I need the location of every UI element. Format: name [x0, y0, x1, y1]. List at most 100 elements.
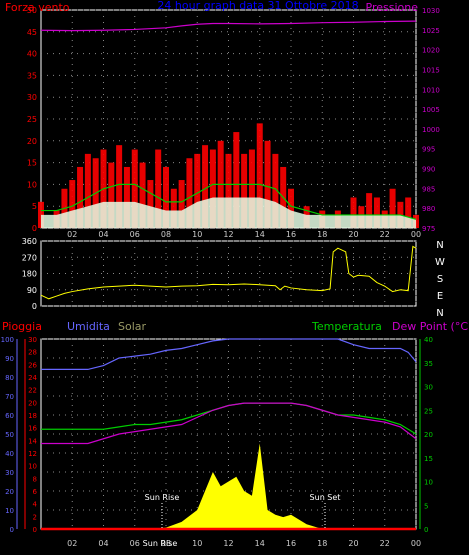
rain-tick-label: 26: [28, 361, 37, 369]
panel-wind-series: [38, 20, 419, 228]
x-tick-label: 12: [223, 539, 233, 548]
y-tick-label-left: 50: [27, 6, 37, 15]
y-tick-label-right: 985: [422, 185, 435, 193]
humidity-tick-label: 80: [5, 374, 14, 382]
y-tick-label-right: 1000: [422, 126, 440, 134]
rain-tick-label: 14: [28, 437, 37, 445]
x-tick-label: 20: [348, 230, 358, 239]
x-tick-label: 18: [317, 230, 327, 239]
y-tick-label-right: 995: [422, 146, 435, 154]
gust-bar: [248, 149, 255, 228]
panel-wind-right-ticks: 975 980 985 990 995 1000 1005 1010 1015 1020 1025 1…: [422, 7, 440, 233]
panel-wind-grid: [41, 9, 417, 229]
temperature-tick-label: 25: [424, 407, 433, 415]
y-tick-label-left: 45: [27, 28, 37, 37]
gust-bar: [131, 149, 138, 228]
humidity-tick-label: 0: [10, 526, 14, 534]
y-tick-label-left: 5: [32, 202, 37, 211]
gust-bar: [69, 180, 76, 228]
chart-title: 24 hour graph data 31 Ottobre 2018: [157, 0, 358, 12]
gust-bar: [389, 188, 396, 228]
humidity-tick-label: 100: [1, 336, 14, 344]
y-tick-label-left: 30: [27, 93, 37, 102]
sunrise-annotation: Sun Rise: [145, 493, 180, 502]
pressure-label: Pressione: [366, 1, 419, 14]
solar-area: [150, 443, 323, 529]
temperature-tick-label: 30: [424, 384, 433, 392]
y-tick-label-left: 25: [27, 115, 37, 124]
y-tick-label-right: 1030: [422, 7, 440, 15]
x-tick-label: 10: [192, 230, 202, 239]
gust-bar: [241, 153, 248, 228]
rain-label: Pioggia: [2, 320, 42, 333]
x-tick-label: 12: [223, 230, 233, 239]
temperature-tick-label: 15: [424, 455, 433, 463]
rain-tick-label: 16: [28, 425, 37, 433]
temperature-tick-label: 0: [424, 526, 428, 534]
y-tick-label-left: 10: [27, 180, 37, 189]
gust-bar: [373, 197, 380, 228]
panel-wind-left-ticks: 0 5 10 15 20 25 30 35 40 45 50: [27, 6, 37, 233]
gust-bar: [123, 166, 130, 228]
x-tick-label: 04: [98, 230, 108, 239]
rain-tick-label: 2: [33, 513, 37, 521]
rain-tick-label: 12: [28, 450, 37, 458]
sunset-annotation: Sun Set: [310, 493, 341, 502]
x-tick-label: 00: [411, 230, 421, 239]
gust-bar: [108, 162, 115, 228]
solar-label: Solar: [118, 320, 147, 333]
gust-bar: [350, 197, 357, 228]
rain-tick-label: 22: [28, 387, 37, 395]
x-tick-label: 18: [317, 539, 327, 548]
y-tick-label-right: 1015: [422, 66, 440, 74]
compass-label: W: [435, 257, 445, 268]
x-tick-label: 14: [255, 230, 265, 239]
x-tick-label: 06: [130, 539, 140, 548]
dewpoint-label: Dew Point (°C): [392, 320, 469, 333]
x-tick-label: 22: [380, 539, 390, 548]
x-tick-label: 08: [161, 230, 171, 239]
rain-tick-label: 18: [28, 412, 37, 420]
direction-line: [40, 245, 417, 300]
gust-bar: [163, 166, 169, 228]
gust-bar: [209, 149, 216, 228]
gust-bar: [186, 158, 193, 228]
gust-bar: [272, 153, 279, 228]
gust-bar: [194, 153, 201, 228]
y-tick-label-left: 15: [27, 159, 37, 168]
temperature-tick-label: 5: [424, 502, 428, 510]
sunrise-axis-label: Sun Rise: [143, 539, 178, 548]
gust-bar: [405, 197, 412, 228]
wind-speed-area: [41, 197, 416, 228]
humidity-tick-label: 40: [5, 450, 14, 458]
gust-bar: [84, 153, 91, 228]
y-tick-label-right: 1020: [422, 47, 440, 55]
gust-bar: [233, 132, 240, 228]
y-tick-label-right: 1025: [422, 27, 440, 35]
humidity-tick-label: 90: [5, 355, 14, 363]
compass-label: S: [437, 274, 443, 285]
dewpoint-line: [41, 402, 417, 445]
gust-bar: [288, 188, 294, 228]
panel-climate-series: [41, 338, 417, 531]
rain-tick-label: 0: [33, 526, 37, 534]
y-tick-label-right: 1010: [422, 86, 440, 94]
compass-label: E: [437, 291, 443, 302]
x-tick-label: 00: [411, 539, 421, 548]
humidity-tick-label: 60: [5, 412, 14, 420]
compass-label: N: [436, 240, 443, 251]
panel-wind-x-ticks: 02 04 06 08 10 12 14 16 18 20 22 00: [67, 230, 421, 239]
gust-bar: [139, 162, 146, 228]
pressure-line: [40, 20, 417, 32]
panel-climate-x-ticks: 02 04 06 08 10 12 14 16 18 20 22 00: [67, 539, 421, 548]
x-tick-label: 08: [161, 539, 171, 548]
y-tick-label-right: 1005: [422, 106, 440, 114]
humidity-tick-label: 10: [5, 507, 14, 515]
rain-tick-label: 8: [33, 475, 37, 483]
gust-bar: [264, 140, 271, 228]
x-tick-label: 16: [286, 539, 296, 548]
x-tick-label: 02: [67, 539, 77, 548]
direction-tick-label: 180: [22, 270, 37, 279]
